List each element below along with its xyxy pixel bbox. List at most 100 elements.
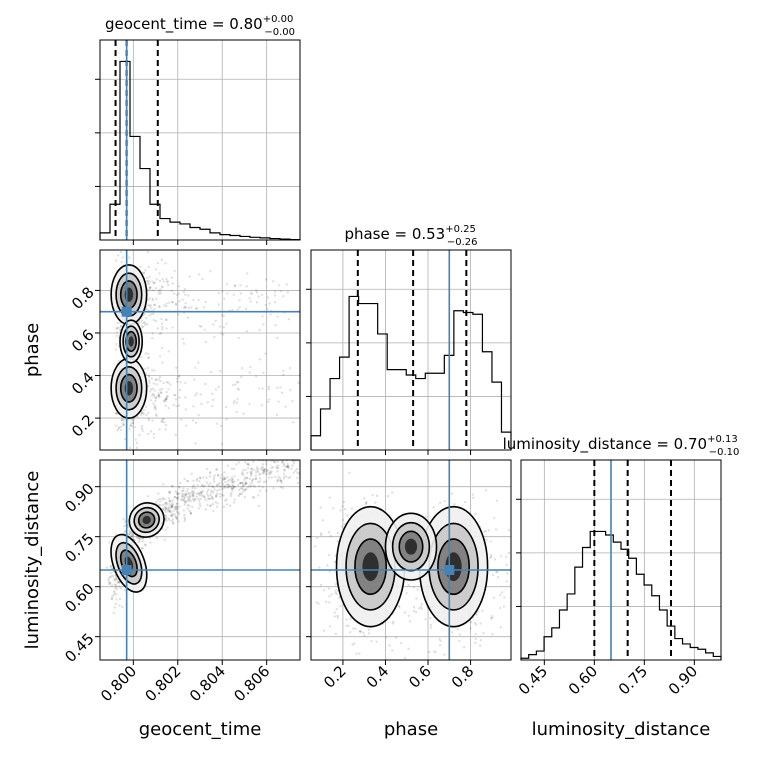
sample-point bbox=[156, 498, 160, 502]
sample-point bbox=[127, 532, 130, 536]
sample-point bbox=[295, 442, 297, 444]
sample-point bbox=[245, 330, 249, 333]
sample-point bbox=[167, 497, 171, 500]
sample-point bbox=[230, 487, 234, 491]
sample-point bbox=[443, 653, 446, 656]
sample-point bbox=[221, 488, 224, 491]
sample-point bbox=[144, 323, 147, 327]
sample-point bbox=[212, 480, 216, 483]
sample-point bbox=[161, 420, 164, 424]
sample-point bbox=[256, 457, 258, 459]
y-axis-label-luminosity_distance: luminosity_distance bbox=[22, 471, 43, 650]
sample-point bbox=[443, 499, 446, 503]
sample-point bbox=[170, 515, 174, 518]
sample-point bbox=[184, 500, 187, 504]
sample-point bbox=[138, 536, 141, 540]
sample-point bbox=[129, 530, 132, 533]
sample-point bbox=[313, 545, 317, 548]
sample-point bbox=[235, 381, 239, 384]
sample-point bbox=[252, 484, 255, 487]
sample-point bbox=[231, 308, 234, 312]
sample-point bbox=[288, 366, 292, 370]
grid bbox=[342, 250, 471, 450]
sample-point bbox=[207, 488, 210, 491]
sample-point bbox=[164, 404, 167, 408]
sample-point bbox=[195, 306, 198, 310]
sample-point bbox=[111, 594, 114, 598]
sample-point bbox=[181, 337, 185, 341]
sample-point bbox=[196, 483, 199, 487]
sample-point bbox=[183, 497, 186, 500]
sample-point bbox=[315, 601, 318, 604]
sample-point bbox=[115, 334, 119, 338]
contour-line bbox=[437, 538, 471, 596]
sample-point bbox=[239, 492, 242, 495]
sample-point bbox=[166, 394, 169, 398]
sample-point bbox=[254, 474, 258, 477]
sample-point bbox=[222, 315, 225, 318]
sample-point bbox=[297, 472, 300, 475]
sample-point bbox=[158, 272, 161, 275]
scatter-panel-phase-luminosity_distance: 0.2 0.4 0.6 0.8 bbox=[306, 459, 512, 692]
sample-point bbox=[151, 392, 155, 396]
sample-point bbox=[171, 501, 174, 505]
sample-point bbox=[250, 470, 254, 473]
sample-point bbox=[161, 418, 164, 421]
sample-point bbox=[462, 646, 466, 649]
sample-point bbox=[246, 467, 250, 470]
sample-point bbox=[188, 275, 191, 278]
sample-point bbox=[175, 366, 178, 369]
sample-point bbox=[335, 608, 338, 611]
sample-point bbox=[175, 491, 179, 494]
sample-point bbox=[225, 486, 229, 489]
sample-point bbox=[407, 647, 410, 650]
sample-point bbox=[154, 408, 158, 411]
sample-point bbox=[145, 279, 149, 283]
sample-point bbox=[241, 486, 244, 490]
sample-point bbox=[118, 581, 121, 584]
sample-point bbox=[201, 489, 205, 493]
panel-title: phase = 0.53+0.25 −0.26 bbox=[344, 224, 477, 248]
sample-point bbox=[216, 474, 220, 477]
histogram-panel-geocent_time: geocent_time = 0.80+0.00 −0.00 bbox=[95, 14, 301, 245]
sample-point bbox=[144, 544, 147, 547]
sample-point bbox=[121, 256, 125, 259]
sample-point bbox=[350, 507, 354, 510]
sample-point bbox=[209, 493, 212, 497]
sample-point bbox=[280, 479, 283, 483]
sample-point bbox=[167, 509, 170, 513]
sample-point bbox=[222, 494, 225, 497]
sample-point bbox=[450, 492, 454, 495]
sample-point bbox=[249, 365, 252, 369]
sample-point bbox=[212, 490, 215, 494]
sample-point bbox=[277, 284, 281, 287]
sample-point bbox=[392, 622, 395, 625]
contour-line bbox=[110, 533, 148, 593]
sample-point bbox=[140, 547, 144, 550]
sample-point bbox=[277, 464, 280, 467]
sample-point bbox=[147, 385, 150, 388]
sample-point bbox=[204, 508, 208, 511]
sample-point bbox=[215, 483, 219, 486]
sample-point bbox=[302, 464, 304, 466]
sample-point bbox=[238, 493, 241, 496]
sample-point bbox=[349, 617, 352, 621]
sample-point bbox=[244, 482, 248, 485]
sample-point bbox=[232, 485, 236, 488]
sample-point bbox=[170, 505, 174, 508]
sample-point bbox=[253, 485, 257, 488]
sample-point bbox=[358, 630, 362, 633]
sample-point bbox=[235, 401, 239, 404]
sample-point bbox=[264, 480, 268, 483]
sample-point bbox=[215, 485, 218, 488]
sample-point bbox=[138, 433, 141, 437]
sample-point bbox=[209, 470, 212, 474]
sample-point bbox=[172, 403, 175, 407]
sample-point bbox=[209, 489, 213, 492]
sample-point bbox=[230, 479, 233, 483]
sample-point bbox=[141, 411, 144, 414]
sample-point bbox=[184, 501, 187, 504]
sample-point bbox=[148, 304, 151, 308]
sample-point bbox=[177, 404, 181, 407]
